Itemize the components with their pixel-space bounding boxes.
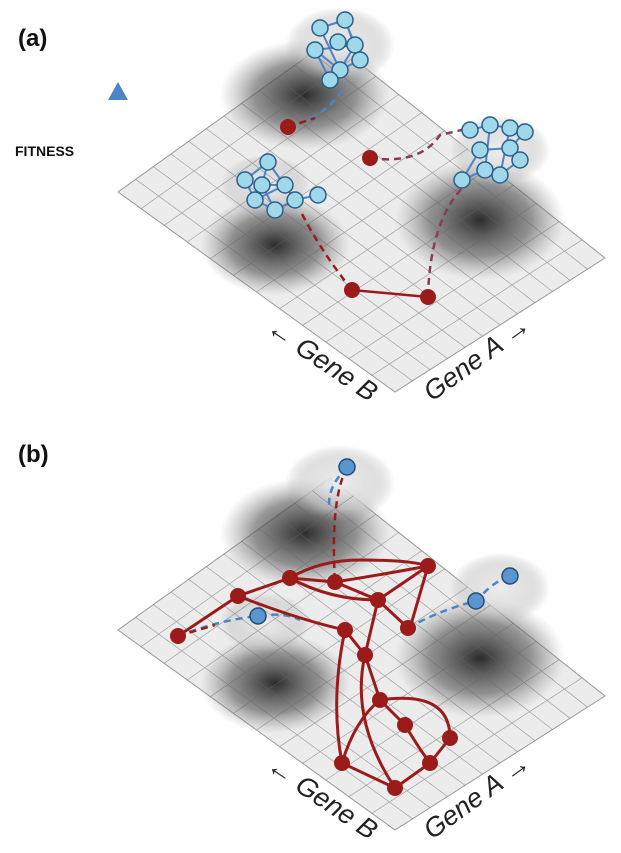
- arrow-head: [108, 82, 128, 100]
- figure: (a) FITNESS ← Gene B Gene A → (b) ← Gene…: [0, 0, 621, 853]
- panel-label: (b): [18, 441, 49, 468]
- fitness-label: FITNESS: [15, 143, 74, 159]
- panel-label: (a): [18, 25, 47, 52]
